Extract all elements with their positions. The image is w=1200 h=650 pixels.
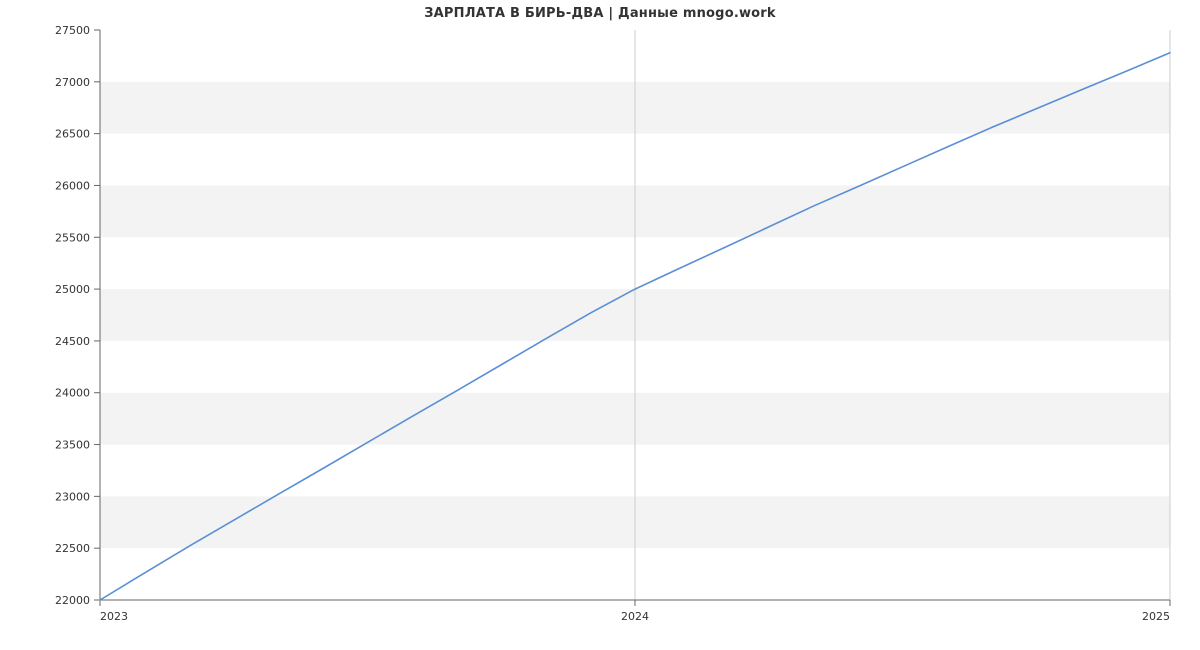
y-tick-label: 26000 [55,179,90,192]
chart-title: ЗАРПЛАТА В БИРЬ-ДВА | Данные mnogo.work [0,6,1200,21]
salary-chart: ЗАРПЛАТА В БИРЬ-ДВА | Данные mnogo.work … [0,0,1200,650]
y-tick-label: 24500 [55,335,90,348]
y-tick-label: 26500 [55,128,90,141]
y-tick-label: 23000 [55,490,90,503]
y-tick-label: 23500 [55,439,90,452]
chart-plot-area: 22000 22500 23000 23500 24000 24500 25000 25500… [0,0,1200,650]
y-tick-label: 27500 [55,24,90,37]
y-tick-label: 22000 [55,594,90,607]
y-tick-label: 25000 [55,283,90,296]
x-tick-label: 2025 [1142,610,1170,623]
x-tick-label: 2023 [100,610,128,623]
y-tick-label: 24000 [55,387,90,400]
y-tick-label: 27000 [55,76,90,89]
y-tick-label: 25500 [55,231,90,244]
x-tick-label: 2024 [621,610,649,623]
y-tick-label: 22500 [55,542,90,555]
